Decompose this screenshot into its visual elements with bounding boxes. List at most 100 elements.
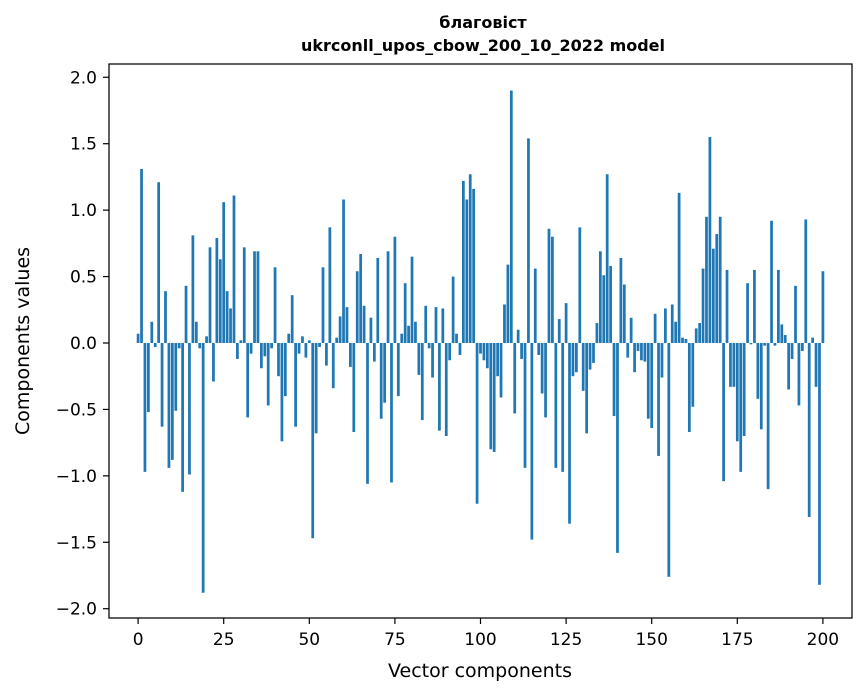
bar xyxy=(177,342,181,349)
bar xyxy=(496,342,499,377)
bar xyxy=(438,342,441,431)
bar xyxy=(684,339,688,343)
bar xyxy=(633,342,636,373)
bar xyxy=(557,319,561,343)
bar xyxy=(366,342,369,484)
bar xyxy=(575,342,578,373)
bar xyxy=(660,342,664,378)
bar xyxy=(325,342,328,366)
bar xyxy=(629,317,633,343)
x-tick-label: 175 xyxy=(721,630,753,650)
bar xyxy=(290,295,294,343)
bar xyxy=(225,291,229,343)
x-tick-label: 0 xyxy=(133,630,144,650)
bar xyxy=(475,342,479,504)
bar xyxy=(328,227,332,343)
bar xyxy=(711,248,715,343)
bar xyxy=(338,316,342,343)
bar xyxy=(444,342,448,436)
bar xyxy=(427,342,431,349)
bar xyxy=(804,219,808,343)
bar xyxy=(818,342,821,585)
bar xyxy=(482,342,486,361)
y-tick-label: 1.0 xyxy=(70,201,97,221)
bar xyxy=(530,342,534,540)
x-axis-ticks: 0 25 50 75 100 125 150 175 200 xyxy=(133,618,839,650)
x-tick-label: 200 xyxy=(807,630,839,650)
bar xyxy=(472,188,476,343)
y-tick-label: −1.5 xyxy=(56,533,97,553)
bar xyxy=(622,284,626,343)
bar xyxy=(722,342,725,482)
bar xyxy=(705,216,708,343)
bar xyxy=(770,220,773,343)
bar xyxy=(407,325,410,343)
bar xyxy=(537,342,541,355)
bar xyxy=(551,236,554,343)
bar xyxy=(441,308,445,343)
bar xyxy=(598,251,602,343)
bar xyxy=(253,251,256,343)
bar xyxy=(523,342,527,468)
bar xyxy=(729,342,732,387)
bar xyxy=(184,285,188,343)
y-tick-label: 2.0 xyxy=(70,68,97,88)
bar xyxy=(222,202,226,343)
bar xyxy=(585,342,589,434)
bar xyxy=(687,342,691,432)
bar xyxy=(653,313,657,343)
bar xyxy=(379,342,383,419)
bar xyxy=(188,342,191,475)
bar xyxy=(708,137,712,343)
bar xyxy=(664,308,667,343)
bar xyxy=(270,342,274,349)
bar xyxy=(694,328,698,343)
bar xyxy=(266,342,270,406)
bar xyxy=(345,307,349,343)
bar xyxy=(369,317,373,343)
bar xyxy=(657,342,660,456)
bar xyxy=(509,90,513,343)
y-tick-label: −2.0 xyxy=(56,600,97,620)
bar xyxy=(605,174,609,343)
x-tick-label: 50 xyxy=(298,630,320,650)
y-tick-label: −1.0 xyxy=(56,467,97,487)
bar xyxy=(547,228,551,343)
bar xyxy=(212,342,215,382)
bar xyxy=(636,342,640,351)
bar xyxy=(396,342,400,397)
bar xyxy=(564,303,568,343)
bar xyxy=(732,342,736,387)
bar xyxy=(588,342,592,370)
bar xyxy=(489,342,493,450)
bar xyxy=(503,304,506,343)
bar xyxy=(516,329,520,343)
x-axis-label: Vector components xyxy=(388,660,572,682)
bar xyxy=(527,138,530,343)
bar xyxy=(294,342,297,427)
bar xyxy=(147,342,150,413)
bar xyxy=(181,342,184,492)
bar xyxy=(609,265,612,343)
bar xyxy=(787,342,791,390)
bar xyxy=(342,199,345,343)
bar xyxy=(400,333,404,343)
bar xyxy=(372,342,376,362)
bar xyxy=(424,305,428,343)
bar xyxy=(578,227,582,343)
bar xyxy=(753,269,756,343)
bar xyxy=(448,342,452,361)
bar xyxy=(650,342,654,429)
bar xyxy=(462,180,465,343)
bar xyxy=(431,342,434,378)
bar xyxy=(318,342,321,347)
bar xyxy=(208,247,212,343)
bar xyxy=(164,291,167,343)
bar xyxy=(263,342,267,357)
bar xyxy=(143,342,147,472)
bar xyxy=(581,342,585,391)
bar xyxy=(619,257,623,343)
bar xyxy=(277,342,280,377)
bar xyxy=(766,342,770,490)
